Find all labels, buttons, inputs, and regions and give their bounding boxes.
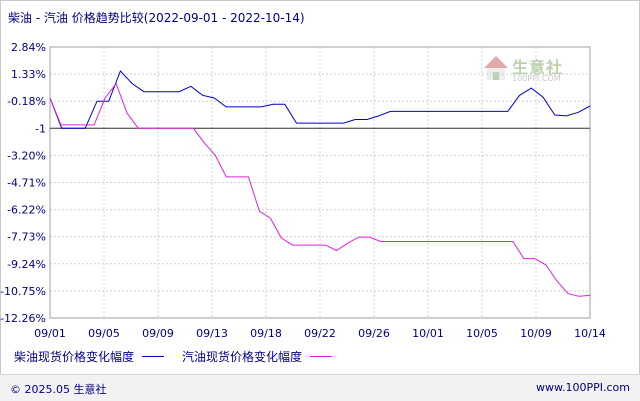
x-tick-label: 09/01 (34, 327, 66, 340)
x-tick-labels: 09/01 09/05 09/09 09/13 09/18 09/22 09/26 10/01… (34, 327, 606, 340)
y-tick-labels: 2.84% 1.33% -0.18% -1 -3.20% -4.71% -6.22% -7.7… (0, 41, 46, 325)
legend-item-diesel: 柴油现货价格变化幅度 (14, 348, 165, 365)
series-line-diesel (49, 70, 591, 129)
y-tick-label: -9.24% (7, 258, 46, 271)
x-tick-label: 10/05 (466, 327, 498, 340)
copyright-text: © 2025.05 生意社 (10, 383, 107, 396)
x-tick-label: 10/01 (412, 327, 444, 340)
x-tick-label: 09/26 (358, 327, 390, 340)
site-link[interactable]: www.100PPI.com (536, 381, 630, 394)
y-tick-label: -4.71% (7, 177, 46, 190)
x-tick-label: 09/09 (142, 327, 174, 340)
chart-legend: 柴油现货价格变化幅度 汽油现货价格变化幅度 (14, 348, 350, 365)
legend-item-gasoline: 汽油现货价格变化幅度 (182, 348, 333, 365)
y-tick-label: 1.33% (11, 68, 46, 81)
footer-bar: © 2025.05 生意社 www.100PPI.com (0, 374, 640, 401)
legend-swatch-diesel (142, 356, 165, 357)
y-tick-label: -10.75% (0, 285, 46, 298)
watermark-logo: 生意社 100PPI.COM (482, 52, 582, 88)
grid-lines (49, 46, 591, 319)
series-lines (49, 70, 591, 297)
y-tick-label: 2.84% (11, 41, 46, 54)
y-tick-label: -6.22% (7, 204, 46, 217)
y-tick-label: -0.18% (7, 95, 46, 108)
chart-title: 柴油 - 汽油 价格趋势比较(2022-09-01 - 2022-10-14) (8, 11, 305, 25)
x-tick-label: 09/13 (196, 327, 228, 340)
y-tick-label: -7.73% (7, 231, 46, 244)
legend-label-gasoline: 汽油现货价格变化幅度 (182, 350, 303, 364)
y-tick-label: -12.26% (0, 312, 46, 325)
x-tick-label: 10/09 (520, 327, 552, 340)
legend-swatch-gasoline (310, 356, 333, 357)
series-line-gasoline (49, 82, 591, 297)
x-tick-label: 09/18 (250, 327, 282, 340)
watermark-subtext: 100PPI.COM (512, 74, 561, 83)
x-tick-label: 10/14 (574, 327, 606, 340)
watermark-text: 生意社 (512, 58, 564, 77)
legend-label-diesel: 柴油现货价格变化幅度 (14, 350, 135, 364)
y-tick-label: -1 (35, 122, 46, 135)
plot-border (49, 46, 591, 319)
x-tick-label: 09/22 (304, 327, 336, 340)
x-tick-label: 09/05 (88, 327, 120, 340)
y-tick-label: -3.20% (7, 149, 46, 162)
